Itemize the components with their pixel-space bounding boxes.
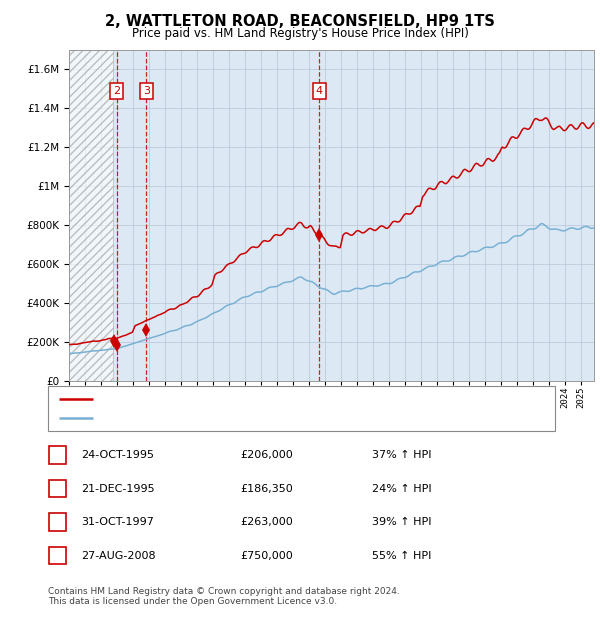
Text: 31-OCT-1997: 31-OCT-1997 <box>81 517 154 527</box>
Text: 37% ↑ HPI: 37% ↑ HPI <box>372 450 431 460</box>
Text: 2, WATTLETON ROAD, BEACONSFIELD, HP9 1TS: 2, WATTLETON ROAD, BEACONSFIELD, HP9 1TS <box>105 14 495 29</box>
Text: 3: 3 <box>143 86 150 96</box>
Text: 21-DEC-1995: 21-DEC-1995 <box>81 484 155 494</box>
Text: 2, WATTLETON ROAD, BEACONSFIELD, HP9 1TS (detached house): 2, WATTLETON ROAD, BEACONSFIELD, HP9 1TS… <box>100 394 441 404</box>
Text: £206,000: £206,000 <box>240 450 293 460</box>
Text: £186,350: £186,350 <box>240 484 293 494</box>
Text: 1: 1 <box>54 450 61 460</box>
Text: £750,000: £750,000 <box>240 551 293 560</box>
Text: 39% ↑ HPI: 39% ↑ HPI <box>372 517 431 527</box>
Text: 4: 4 <box>54 551 61 560</box>
Text: 27-AUG-2008: 27-AUG-2008 <box>81 551 155 560</box>
Text: £263,000: £263,000 <box>240 517 293 527</box>
Text: 2: 2 <box>113 86 120 96</box>
Text: Price paid vs. HM Land Registry's House Price Index (HPI): Price paid vs. HM Land Registry's House … <box>131 27 469 40</box>
Text: 24-OCT-1995: 24-OCT-1995 <box>81 450 154 460</box>
Text: Contains HM Land Registry data © Crown copyright and database right 2024.
This d: Contains HM Land Registry data © Crown c… <box>48 587 400 606</box>
Text: 4: 4 <box>316 86 323 96</box>
Text: 3: 3 <box>54 517 61 527</box>
Text: 24% ↑ HPI: 24% ↑ HPI <box>372 484 431 494</box>
Text: 2: 2 <box>54 484 61 494</box>
Text: HPI: Average price, detached house, Buckinghamshire: HPI: Average price, detached house, Buck… <box>100 414 384 423</box>
Text: 55% ↑ HPI: 55% ↑ HPI <box>372 551 431 560</box>
